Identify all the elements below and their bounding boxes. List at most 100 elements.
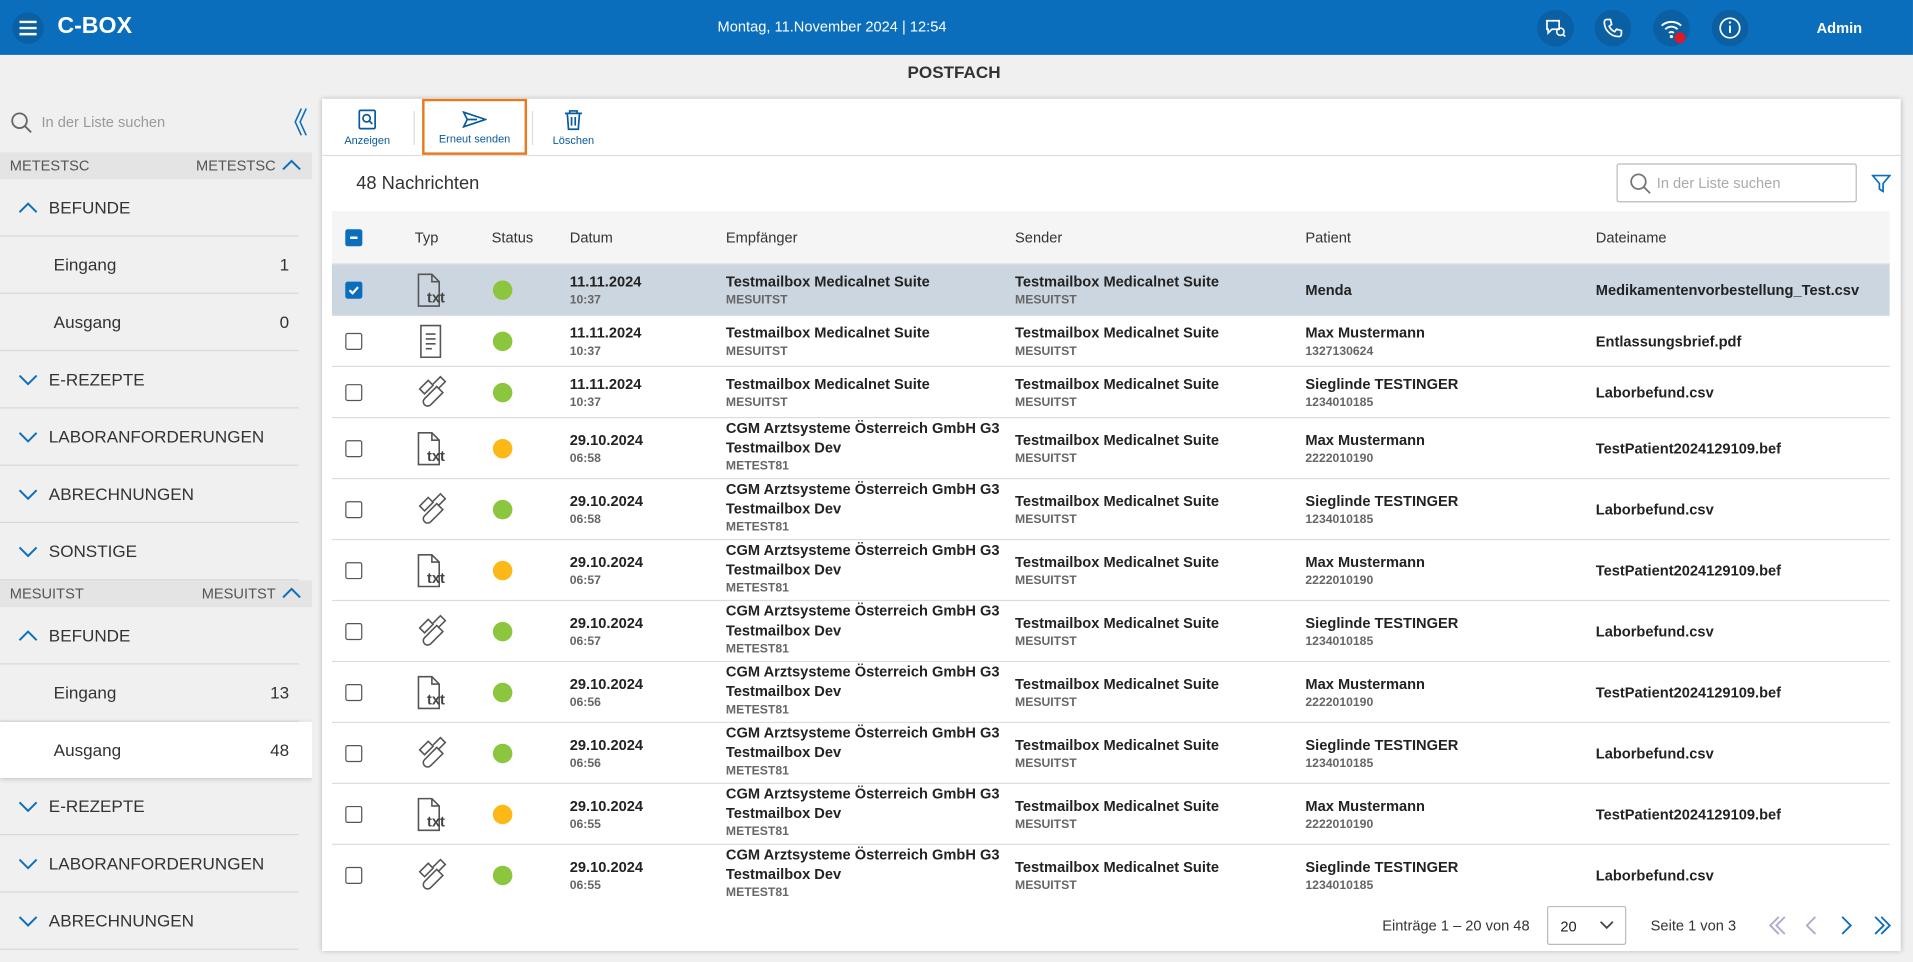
- recipient: CGM Arztsysteme Österreich GmbH G3 Testma…: [726, 784, 1000, 843]
- status-dot: [492, 621, 513, 641]
- column-header[interactable]: Dateiname: [1595, 229, 1667, 247]
- row-checkbox[interactable]: [345, 439, 363, 457]
- recipient: CGM Arztsysteme Österreich GmbH G3 Testma…: [726, 418, 1000, 477]
- table-row[interactable]: 29.10.2024 06:55 CGM Arztsysteme Österreic…: [332, 845, 1890, 896]
- row-checkbox[interactable]: [345, 500, 363, 518]
- nav-item[interactable]: Eingang 1: [0, 237, 299, 294]
- recipient-name: Testmailbox Dev: [725, 499, 842, 517]
- cell: Sieglinde TESTINGER 1234010185: [1305, 613, 1458, 652]
- sender-name: Testmailbox Medicalnet Suite: [1015, 736, 1219, 754]
- wifi-button[interactable]: [1653, 9, 1690, 47]
- table-row[interactable]: txt 29.10.2024 06:56 CGM Arztsysteme Österr…: [331, 662, 1890, 724]
- sender-name: Testmailbox Medicalnet Suite: [1015, 614, 1219, 632]
- table-row[interactable]: txt 29.10.2024 06:55 CGM Arztsysteme Österr…: [331, 784, 1890, 845]
- table-row[interactable]: 11.11.2024 10:37 Testmailbox Medicalnet Su…: [331, 367, 1890, 419]
- search-placeholder: In der Liste suchen: [41, 113, 166, 131]
- row-checkbox[interactable]: [345, 744, 363, 762]
- list-search[interactable]: In der Liste suchen: [1616, 163, 1857, 203]
- info-button[interactable]: [1711, 9, 1749, 47]
- select-all-checkbox[interactable]: [345, 229, 363, 247]
- user-name[interactable]: Admin: [1816, 19, 1863, 37]
- group-name: METESTSC: [9, 157, 90, 175]
- status-dot: [492, 743, 513, 763]
- column-header[interactable]: Empfänger: [725, 229, 798, 247]
- nav-section[interactable]: E-REZEPTE: [0, 778, 299, 836]
- time: 06:57: [569, 635, 601, 649]
- phone-button[interactable]: [1594, 9, 1632, 47]
- nav-section[interactable]: E-REZEPTE: [0, 351, 299, 409]
- item-count: 13: [270, 682, 290, 703]
- toolbar-button[interactable]: Erneut senden: [422, 98, 528, 155]
- date: 29.10.2024: [569, 553, 644, 571]
- nav-item[interactable]: Ausgang 0: [0, 294, 299, 352]
- row-checkbox[interactable]: [345, 622, 363, 640]
- nav-section[interactable]: SONSTIGE: [0, 523, 299, 581]
- column-header[interactable]: Sender: [1015, 229, 1063, 247]
- nav-item[interactable]: Ausgang 48: [0, 721, 313, 778]
- table-row[interactable]: 29.10.2024 06:58 CGM Arztsysteme Österreic…: [331, 479, 1890, 541]
- file-name: TestPatient2024129109.bef: [1595, 805, 1782, 823]
- group-name: MESUITST: [201, 585, 276, 603]
- column-header[interactable]: Patient: [1305, 229, 1351, 247]
- row-checkbox[interactable]: [345, 281, 363, 299]
- row-checkbox[interactable]: [345, 383, 363, 401]
- table-row[interactable]: 29.10.2024 06:56 CGM Arztsysteme Österreic…: [331, 723, 1890, 785]
- group-name: METESTSC: [196, 157, 276, 175]
- type-icon: [415, 735, 452, 775]
- table-row[interactable]: 29.10.2024 06:57 CGM Arztsysteme Österreic…: [331, 601, 1890, 663]
- nav-section[interactable]: ABRECHNUNGEN: [0, 893, 299, 950]
- column-header[interactable]: Typ: [414, 229, 439, 247]
- table-row[interactable]: txt 29.10.2024 06:57 CGM Arztsysteme Österr…: [331, 540, 1890, 602]
- patient-name: Sieglinde TESTINGER: [1305, 614, 1459, 632]
- group-header[interactable]: MESUITST MESUITST: [0, 580, 313, 608]
- filter-button[interactable]: [1871, 173, 1891, 193]
- table-row[interactable]: txt 11.11.2024 10:37 Testmailbox Medicalnet…: [331, 264, 1890, 316]
- toolbar-button[interactable]: Anzeigen: [344, 99, 390, 155]
- cell: Testmailbox Medicalnet Suite MESUITST: [1015, 552, 1219, 591]
- recipient-name: Testmailbox Dev: [725, 865, 842, 883]
- collapse-sidebar[interactable]: [290, 106, 307, 138]
- sender-name: Testmailbox Medicalnet Suite: [1015, 797, 1219, 815]
- toolbar-button[interactable]: Löschen: [551, 99, 595, 155]
- nav-section[interactable]: BEFUNDE: [0, 607, 299, 665]
- row-checkbox[interactable]: [345, 683, 363, 701]
- table-row[interactable]: 11.11.2024 10:37 Testmailbox Medicalnet Su…: [331, 316, 1890, 368]
- time: 06:56: [569, 757, 601, 771]
- nav-section[interactable]: BEFUNDE: [0, 179, 299, 237]
- row-checkbox[interactable]: [345, 805, 363, 823]
- group-header[interactable]: METESTSC METESTSC: [0, 152, 313, 180]
- type-label: txt: [427, 290, 445, 306]
- section-label: ABRECHNUNGEN: [48, 484, 194, 504]
- section-label: SONSTIGE: [48, 541, 138, 561]
- cell: Testmailbox Medicalnet Suite MESUITST: [1015, 674, 1219, 713]
- menu-button[interactable]: [12, 12, 44, 44]
- chat-button[interactable]: [1537, 9, 1574, 47]
- page-size-select[interactable]: 20: [1546, 905, 1627, 945]
- type-label: txt: [427, 570, 445, 586]
- patient-name: Sieglinde TESTINGER: [1305, 736, 1459, 754]
- page-nav[interactable]: [1762, 913, 1896, 937]
- sidebar-search[interactable]: In der Liste suchen: [0, 99, 312, 153]
- row-checkbox[interactable]: [345, 866, 363, 884]
- nav-section[interactable]: LABORANFORDERUNGEN: [0, 408, 299, 466]
- nav-section[interactable]: LABORANFORDERUNGEN: [0, 835, 299, 893]
- datetime: Montag, 11.November 2024 | 12:54: [717, 18, 947, 36]
- column-header[interactable]: Datum: [569, 229, 613, 247]
- recipient-id: METEST81: [725, 764, 789, 778]
- sender-id: MESUITST: [1015, 635, 1077, 649]
- cell: Testmailbox Medicalnet Suite MESUITST: [1015, 857, 1219, 896]
- cell: 29.10.2024 06:55: [570, 857, 643, 896]
- nav-section[interactable]: ABRECHNUNGEN: [0, 466, 299, 524]
- time: 06:55: [569, 818, 601, 832]
- column-header[interactable]: Status: [491, 229, 534, 247]
- date: 29.10.2024: [569, 736, 644, 754]
- recipient-name: CGM Arztsysteme Österreich GmbH G3: [725, 724, 1000, 742]
- cell: Sieglinde TESTINGER 1234010185: [1305, 857, 1458, 896]
- group-name-right: METESTSC: [196, 157, 303, 175]
- sender-id: MESUITST: [1015, 818, 1077, 832]
- row-checkbox[interactable]: [345, 332, 363, 350]
- table-row[interactable]: txt 29.10.2024 06:58 CGM Arztsysteme Österr…: [331, 418, 1890, 480]
- row-checkbox[interactable]: [345, 561, 363, 579]
- nav-item[interactable]: Eingang 13: [0, 665, 299, 722]
